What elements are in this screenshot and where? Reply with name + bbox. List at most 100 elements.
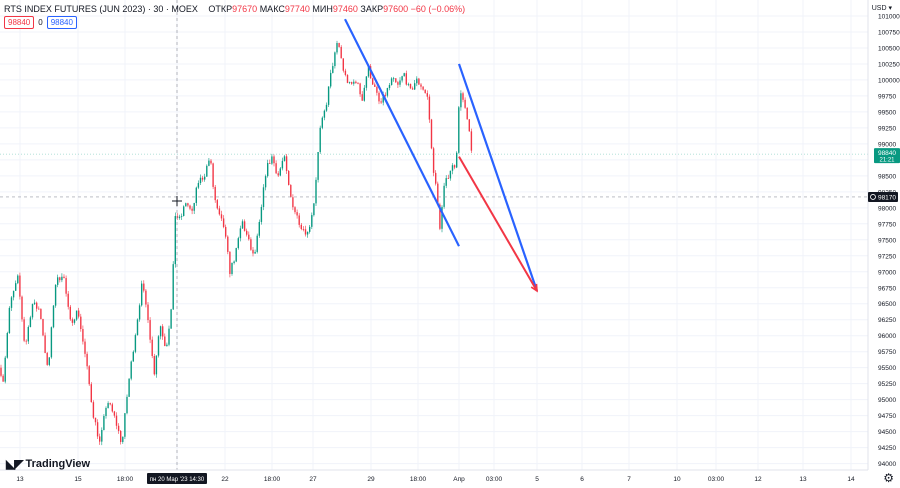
- last-price-tag-bg: [874, 148, 900, 164]
- candle-body: [222, 218, 225, 227]
- candle-body: [340, 46, 342, 59]
- candle-body: [241, 221, 244, 229]
- candle-body: [399, 80, 401, 85]
- y-tick-label: 94500: [878, 429, 896, 436]
- candle-body: [73, 319, 76, 323]
- candle-body: [300, 224, 302, 230]
- sell-button[interactable]: 98840: [4, 16, 35, 29]
- logo-text: TradingView: [25, 458, 91, 470]
- trade-buttons: 98840 0 98840: [4, 16, 77, 29]
- candle-body: [298, 215, 300, 225]
- candle-body: [294, 207, 296, 213]
- ohlc-readout: ОТКР97670 МАКС97740 МИН97460 ЗАКР97600 −…: [208, 4, 465, 14]
- candle-body: [302, 229, 305, 230]
- candle-body: [187, 203, 189, 206]
- crosshair-target-icon: [870, 194, 876, 200]
- y-tick-label: 100500: [878, 45, 900, 52]
- x-tick-label: 6: [580, 476, 584, 483]
- y-tick-label: 98500: [878, 173, 896, 180]
- candle-body: [195, 187, 197, 203]
- candle-body: [264, 176, 267, 188]
- candle-body: [277, 173, 279, 176]
- forecast-arrow-head: [530, 283, 538, 293]
- candle-body: [403, 73, 405, 77]
- candle-body: [279, 168, 281, 176]
- candle-body: [439, 204, 441, 229]
- candle-body: [178, 216, 181, 218]
- candle-body: [193, 202, 195, 211]
- candle-body: [174, 216, 176, 265]
- candle-body: [432, 148, 435, 173]
- candle-body: [99, 436, 101, 442]
- candle-body: [214, 186, 216, 201]
- candle-body: [309, 226, 311, 232]
- candle-body: [437, 183, 439, 205]
- candle-body: [138, 305, 141, 320]
- symbol-title[interactable]: RTS INDEX FUTURES (JUN 2023) · 30 · MOEX: [4, 4, 198, 14]
- candle-body: [409, 83, 412, 89]
- candle-body: [464, 99, 466, 108]
- candle-body: [103, 415, 105, 430]
- crosshair-date-label: пн 20 Мар '23 14:30: [150, 477, 205, 483]
- candle-body: [120, 430, 122, 442]
- x-tick-label: 18:00: [410, 476, 427, 483]
- candle-body: [122, 436, 124, 442]
- x-tick-label: 03:00: [708, 476, 725, 483]
- candle-body: [21, 296, 23, 320]
- candle-body: [445, 178, 447, 186]
- candle-body: [141, 283, 143, 306]
- candle-body: [189, 205, 191, 209]
- y-tick-label: 95500: [878, 365, 896, 372]
- candle-body: [254, 251, 256, 254]
- x-tick-label: 12: [754, 476, 762, 483]
- candle-body: [453, 165, 456, 168]
- candle-body: [363, 87, 365, 101]
- forecast-arrow-line: [458, 156, 538, 292]
- candle-body: [231, 262, 233, 274]
- candle-body: [206, 165, 208, 177]
- y-tick-label: 100250: [878, 61, 900, 68]
- x-tick-label: 5: [535, 476, 539, 483]
- candle-body: [27, 326, 29, 342]
- candle-body: [405, 73, 407, 85]
- candle-body: [256, 235, 258, 252]
- trend-channel-line: [457, 63, 539, 292]
- candle-body: [157, 336, 160, 356]
- candle-body: [229, 251, 231, 274]
- candle-body: [252, 249, 254, 254]
- candle-body: [386, 88, 389, 96]
- tradingview-logo[interactable]: ◣◤ TradingView: [6, 457, 90, 471]
- candle-body: [420, 84, 422, 87]
- buy-button[interactable]: 98840: [46, 16, 77, 29]
- y-tick-label: 99000: [878, 141, 896, 148]
- candle-body: [393, 78, 395, 80]
- candle-body: [48, 357, 50, 365]
- y-tick-label: 95750: [878, 349, 896, 356]
- candle-body: [435, 172, 437, 184]
- y-tick-label: 95250: [878, 381, 896, 388]
- candle-body: [470, 131, 473, 151]
- candle-body: [6, 333, 8, 358]
- y-tick-label: 96000: [878, 333, 896, 340]
- candle-body: [348, 82, 351, 83]
- trend-channel-line: [344, 18, 460, 247]
- candle-body: [101, 429, 103, 442]
- x-tick-label: 13: [799, 476, 807, 483]
- candle-body: [414, 83, 416, 90]
- currency-selector[interactable]: USD ▾: [871, 5, 892, 12]
- candle-body: [357, 82, 359, 84]
- candle-body: [304, 229, 307, 235]
- settings-gear-icon[interactable]: ⚙: [883, 471, 894, 485]
- candle-body: [0, 367, 2, 376]
- y-tick-label: 100750: [878, 29, 900, 36]
- y-tick-label: 94250: [878, 445, 896, 452]
- candle-body: [57, 277, 59, 285]
- candle-body: [4, 357, 6, 382]
- candle-body: [2, 375, 4, 382]
- candle-body: [170, 309, 172, 329]
- candle-body: [388, 84, 391, 89]
- candle-body: [143, 283, 145, 291]
- candle-body: [418, 78, 420, 85]
- candle-body: [401, 76, 403, 81]
